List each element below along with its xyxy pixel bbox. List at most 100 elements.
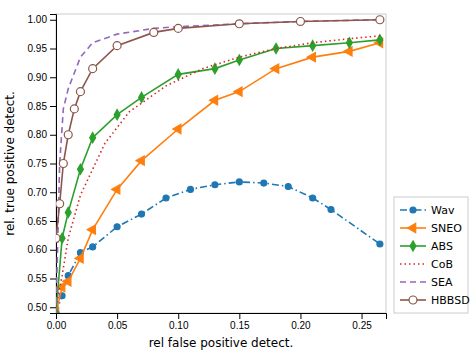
marker [65,207,71,217]
tick-mark [117,313,118,319]
tick-label: 0.60 [28,244,48,255]
tick-mark [50,20,56,21]
marker [271,64,279,73]
y-axis-title: rel. true positive detect. [3,91,17,236]
tick-mark [300,313,301,319]
marker [87,225,95,234]
marker [377,241,383,247]
marker [376,16,384,24]
tick-mark [50,135,56,136]
tick-mark [50,77,56,78]
tick-mark [178,313,179,319]
marker [64,131,72,139]
marker [90,133,96,143]
tick-mark [362,313,363,319]
plot: 0.000.050.100.150.200.250.500.550.600.65… [28,14,387,331]
legend-item: Wav [400,204,455,217]
tick-mark [50,106,56,107]
legend-item: HBBSD [400,294,470,307]
tick-mark [239,313,240,319]
marker [234,87,242,96]
marker [307,52,315,61]
legend-item: SNEO [400,222,462,235]
marker [296,17,304,25]
marker [59,160,67,168]
tick-label: 0.65 [28,216,48,227]
tick-label: 0.80 [28,129,48,140]
marker [56,200,64,208]
marker [328,207,334,213]
marker [112,185,120,194]
tick: 0.65 [28,216,56,227]
marker [56,234,60,242]
marker [310,195,316,201]
tick-label: 0.55 [28,273,48,284]
marker [75,254,83,263]
legend-marker [410,207,416,213]
marker [175,69,181,79]
tick-label: 0.70 [28,187,48,198]
marker [261,180,267,186]
tick: 0.80 [28,129,56,140]
marker [114,110,120,120]
legend-item: ABS [400,240,453,253]
axis-line [50,15,57,314]
marker [236,179,242,185]
tick: 1.00 [28,14,56,25]
series-line [56,43,380,313]
series-line [56,20,380,239]
tick: 0.70 [28,187,56,198]
marker [344,47,352,56]
marker [114,224,120,230]
tick: 0.25 [352,313,372,331]
legend-label: SEA [431,276,453,289]
tick-label: 0.95 [28,43,48,54]
legend-label: CoB [431,258,453,271]
tick-mark [50,250,56,251]
tick-label: 0.05 [108,320,128,331]
tick-label: 0.10 [169,320,189,331]
marker [89,65,97,73]
tick-mark [50,279,56,280]
series-line [56,36,380,307]
tick: 0.15 [230,313,250,331]
marker [63,277,71,286]
tick-label: 0.15 [230,320,250,331]
tick-mark [50,49,56,50]
tick-label: 0.00 [47,320,67,331]
legend-label: SNEO [431,222,462,235]
tick: 0.05 [108,313,128,331]
tick: 0.50 [28,302,56,313]
legend-swatch [400,281,426,283]
tick: 0.90 [28,72,56,83]
plot-frame [56,14,386,313]
tick: 0.75 [28,158,56,169]
tick-label: 0.85 [28,101,48,112]
marker [212,64,218,74]
marker [209,96,217,105]
x-axis-title: rel false positive detect. [149,336,294,350]
marker [90,244,96,250]
tick-label: 0.50 [28,302,48,313]
tick-mark [50,192,56,193]
tick-mark [50,164,56,165]
marker [285,184,291,190]
legend-label: HBBSD [431,294,470,307]
axis-line [57,314,387,320]
tick: 0.10 [169,313,189,331]
marker [173,124,181,133]
marker [187,186,193,192]
legend-label: Wav [431,204,455,217]
tick-mark [50,221,56,222]
marker [150,28,158,36]
chart: 0.000.050.100.150.200.250.500.550.600.65… [0,0,474,355]
tick: 0.00 [47,313,67,331]
tick-label: 0.75 [28,158,48,169]
tick: 0.55 [28,273,56,284]
marker [235,20,243,28]
y-axis: 0.50 0.55 0.60 0.65 0.70 0.75 0.80 0.85 0.90 0.95… [28,14,57,313]
legend-marker [409,296,417,304]
x-axis: 0.000.050.100.150.200.25 [47,313,387,331]
tick-mark [50,307,56,308]
tick-label: 0.90 [28,72,48,83]
